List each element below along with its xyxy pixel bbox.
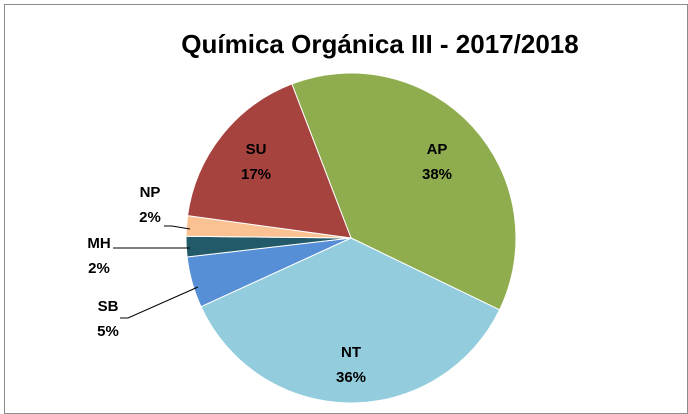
slice-name: NT <box>341 344 361 361</box>
pie-slice <box>200 237 501 404</box>
slice-name: NP <box>140 184 161 201</box>
slice-value-label: 2% <box>139 209 161 226</box>
slice-name: SU <box>246 141 267 158</box>
pie-slice <box>291 72 517 311</box>
slice-value-label: 38% <box>422 166 452 183</box>
leader-line <box>120 286 199 319</box>
chart-title: Química Orgánica III - 2017/2018 <box>181 29 578 59</box>
slice-name: AP <box>427 141 448 158</box>
leader-lines <box>113 225 199 319</box>
slice-name: SB <box>98 298 119 315</box>
slice-value-label: 17% <box>241 166 271 183</box>
slice-value-label: 5% <box>97 323 119 340</box>
slice-value-label: 2% <box>88 260 110 277</box>
slice-name: MH <box>87 235 110 252</box>
pie-slice <box>186 83 352 239</box>
slice-value-label: 36% <box>336 369 366 386</box>
leader-line <box>164 225 191 230</box>
